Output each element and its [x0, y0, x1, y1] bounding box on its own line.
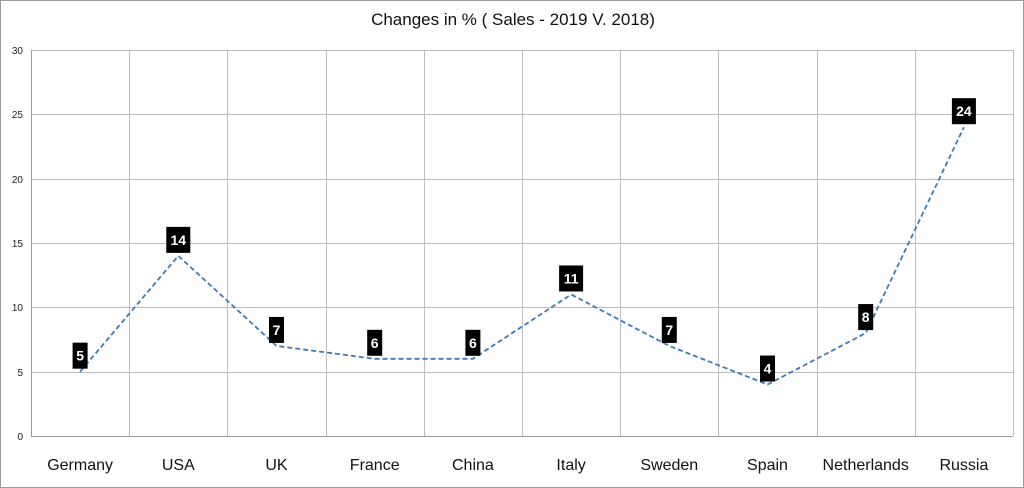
- data-label: 7: [665, 322, 673, 338]
- y-tick-label: 25: [12, 110, 24, 121]
- series-line: [79, 126, 965, 386]
- x-tick-label: Russia: [939, 457, 988, 474]
- data-label-box: [367, 329, 383, 356]
- y-tick-label: 30: [12, 46, 24, 57]
- data-label-box: [559, 265, 584, 292]
- x-tick-label: USA: [162, 457, 195, 474]
- x-tick-label: France: [350, 457, 400, 474]
- x-tick-label: UK: [265, 457, 288, 474]
- data-label-box: [951, 98, 976, 125]
- data-label: 14: [171, 232, 187, 248]
- x-tick-label: Germany: [47, 457, 113, 474]
- data-labels: 5 14 7 6 6 11 7 4 8 24: [72, 98, 976, 382]
- data-label-box: [72, 342, 88, 369]
- x-tick-label: Sweden: [640, 457, 698, 474]
- y-tick-label: 15: [12, 239, 24, 250]
- data-label: 4: [764, 361, 772, 377]
- data-label: 11: [564, 270, 579, 286]
- data-label-box: [858, 304, 874, 331]
- chart-title: Changes in % ( Sales - 2019 V. 2018): [371, 10, 655, 29]
- data-label-box: [166, 226, 191, 253]
- series-layer: [79, 126, 965, 386]
- data-label-box: [465, 329, 481, 356]
- grid-layer: [31, 50, 1014, 437]
- x-axis-ticks: Germany USA UK France China Italy Sweden Spain N…: [47, 457, 988, 474]
- y-tick-label: 5: [17, 368, 23, 379]
- x-tick-label: Italy: [556, 457, 585, 474]
- x-tick-label: Spain: [747, 457, 788, 474]
- data-label-box: [661, 316, 677, 343]
- data-label: 5: [76, 348, 84, 364]
- data-label-box: [760, 355, 775, 382]
- y-tick-label: 10: [12, 303, 24, 314]
- data-label: 24: [956, 103, 972, 119]
- data-label: 6: [371, 335, 379, 351]
- y-axis-ticks: 0 5 10 15 20 25 30: [12, 46, 24, 443]
- x-tick-label: China: [452, 457, 494, 474]
- data-label-box: [269, 316, 284, 343]
- data-label: 6: [469, 335, 477, 351]
- data-label: 8: [862, 309, 870, 325]
- x-tick-label: Netherlands: [823, 457, 909, 474]
- data-label: 7: [273, 322, 281, 338]
- y-tick-label: 20: [12, 175, 24, 186]
- y-tick-label: 0: [17, 432, 23, 443]
